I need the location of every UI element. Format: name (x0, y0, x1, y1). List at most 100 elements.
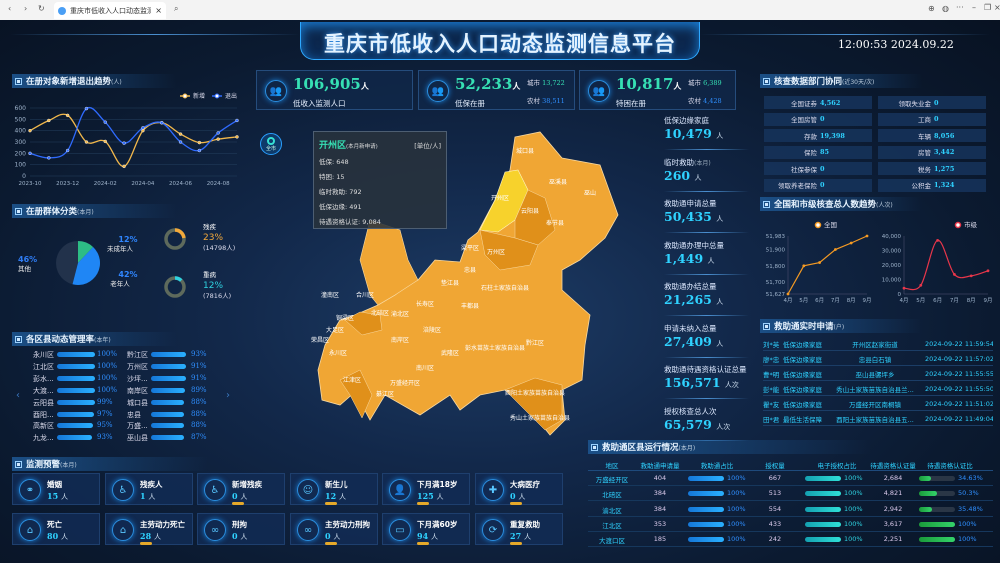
data-point (28, 128, 32, 133)
back-icon[interactable]: ‹ (8, 4, 12, 13)
table-cell-cert_ratio: 35.48% (958, 504, 983, 513)
table-cell-cert: 2,942 (883, 504, 903, 513)
rate-pct: 97% (97, 409, 113, 418)
donut-pct: 12% (203, 281, 223, 291)
table-row[interactable] (588, 487, 993, 502)
forward-icon[interactable]: › (24, 4, 28, 13)
rate-pct: 100% (97, 361, 118, 370)
alert-card[interactable]: ⟳ 重复救助 27 人 (475, 513, 563, 545)
district-kaizhou (479, 169, 529, 233)
x-tick-label: 6月 (933, 297, 942, 304)
alert-card[interactable]: ☺ 新生儿 12 人 (290, 473, 378, 505)
alert-card[interactable]: ⚭ 婚姻 15 人 (12, 473, 100, 505)
panel-title: 各区县动态管理率 (26, 335, 95, 345)
data-point (834, 248, 837, 251)
realtime-row[interactable]: 刘*英 低保边缘家庭 开州区赵家街道 2024-09-22 11:59:54 (763, 337, 993, 351)
chongqing-map[interactable]: 城口县巫溪县开州区巫山云阳县奉节县梁平区万州区忠县垫江县石柱土家族自治县潼南区合… (300, 120, 660, 440)
rate-pct: 100% (97, 385, 118, 394)
next-page-icon[interactable]: › (226, 390, 230, 401)
stat-value-wrap: 21,265 人 (664, 292, 723, 307)
eauth-bar (805, 521, 841, 527)
y-tick-label: 51,900 (766, 248, 786, 254)
alert-card[interactable]: 👤 下月满18岁 125 人 (382, 473, 470, 505)
alert-indicator (417, 542, 429, 545)
alert-value-wrap: 125 人 (417, 491, 444, 502)
more-icon[interactable]: ··· (956, 3, 964, 12)
map-district-label: 梁平区 (461, 244, 479, 252)
realtime-row[interactable]: 曹*明 低保边缘家庭 巫山县骡坪乡 2024-09-22 11:55:55 (763, 367, 993, 381)
stat-label: 临时救助(本月) (664, 157, 711, 168)
table-cell-auth: 554 (768, 504, 782, 513)
pie-slice-1 (78, 241, 94, 263)
alert-card[interactable]: ♿ 新增残疾 0 人 (197, 473, 285, 505)
minimize-icon[interactable]: – (972, 3, 976, 12)
dept-label: 全国证券 (791, 99, 817, 108)
tooltip-sub: (本月新申请) (346, 144, 378, 150)
y-tick-label: 40,000 (882, 234, 902, 240)
summary-label: 特困在册 (616, 99, 646, 108)
browser-tab[interactable]: 重庆市低收入人口动态监测信息 × (54, 2, 166, 19)
alert-unit: 人 (333, 533, 341, 541)
table-row[interactable] (588, 518, 993, 532)
ratio-bar (688, 491, 724, 497)
download-icon[interactable]: ⊕ (928, 4, 935, 13)
tombstone-icon: ⌂ (112, 519, 134, 541)
medical-icon: ✚ (482, 479, 504, 501)
table-row[interactable] (588, 533, 993, 548)
alert-card[interactable]: ∞ 刑拘 0 人 (197, 513, 285, 545)
table-cell-auth: 667 (768, 474, 782, 482)
handcuffs-icon: ∞ (204, 519, 226, 541)
district-wanzhou (479, 229, 539, 271)
alert-card[interactable]: ✚ 大病医疗 0 人 (475, 473, 563, 505)
data-point (865, 234, 869, 238)
rate-pct: 95% (97, 421, 113, 430)
realtime-row[interactable]: 彭*能 低保边缘家庭 秀山土家族苗族自治县兰... 2024-09-22 11:55:… (763, 382, 993, 396)
alert-name: 刑拘 (232, 520, 247, 529)
dept-label: 存款 (804, 132, 817, 141)
all-city-button[interactable]: 全市 (260, 133, 282, 155)
cert-bar-track (919, 476, 955, 481)
realtime-cell: 低保边缘家庭 (783, 340, 822, 349)
trend-panel-header: 在册对象新增退出趋势 (人) (12, 74, 247, 88)
search-icon[interactable]: ⌕ (174, 4, 179, 13)
restore-icon[interactable]: ❐ (984, 3, 992, 12)
dept-value: 8,056 (934, 131, 955, 140)
x-tick-label: 7月 (831, 297, 840, 304)
rate-district: 南岸区 (127, 386, 148, 395)
divider (588, 470, 993, 471)
realtime-row[interactable]: 瞿*友 低保边缘家庭 万盛经开区南桐镇 2024-09-22 11:51:02 (763, 397, 993, 411)
y-tick-label: 400 (15, 128, 27, 135)
alert-card[interactable]: ▭ 下月满60岁 94 人 (382, 513, 470, 545)
table-row[interactable] (588, 472, 993, 486)
alert-card[interactable]: ⌂ 主劳动力死亡 28 人 (105, 513, 193, 545)
stat-value-wrap: 156,571 人次 (664, 375, 739, 390)
divider (664, 273, 749, 275)
alert-indicator (417, 502, 429, 505)
table-row[interactable] (588, 503, 993, 517)
realtime-row[interactable]: 田*君 最低生活保障 酉阳土家族苗族自治县五... 2024-09-22 11:49:… (763, 412, 993, 426)
table-cell-auth: 242 (768, 535, 782, 544)
rate-bar (151, 375, 186, 381)
realtime-cell: 2024-09-22 11:57:02 (925, 354, 993, 363)
globe-icon[interactable]: ◍ (942, 4, 949, 13)
tooltip-line: 低保: 648 (319, 158, 349, 166)
pie-pct: 42% (118, 270, 137, 279)
alert-card[interactable]: ⌂ 死亡 80 人 (12, 513, 100, 545)
rate-pct: 91% (191, 373, 207, 382)
refresh-icon[interactable]: ↻ (38, 4, 45, 13)
close-window-icon[interactable]: × (994, 3, 1000, 12)
prev-page-icon[interactable]: ‹ (16, 390, 20, 401)
data-point (969, 274, 973, 278)
data-point (178, 140, 183, 144)
rate-bar (57, 352, 95, 357)
tooltip-unit: [单位/人] (414, 142, 441, 150)
summary-sub-value: 4,428 (703, 97, 722, 105)
tab-close-icon[interactable]: × (155, 6, 162, 15)
data-point (902, 286, 906, 290)
table-cell-area: 万盛经开区 (595, 476, 629, 484)
realtime-row[interactable]: 廖*忠 低保边缘家庭 忠县白石镇 2024-09-22 11:57:02 (763, 352, 993, 366)
dept-value: 0 (934, 115, 939, 123)
panel-marker-icon (591, 443, 598, 451)
alert-card[interactable]: ♿ 残疾人 1 人 (105, 473, 193, 505)
alert-card[interactable]: ∞ 主劳动力刑拘 0 人 (290, 513, 378, 545)
